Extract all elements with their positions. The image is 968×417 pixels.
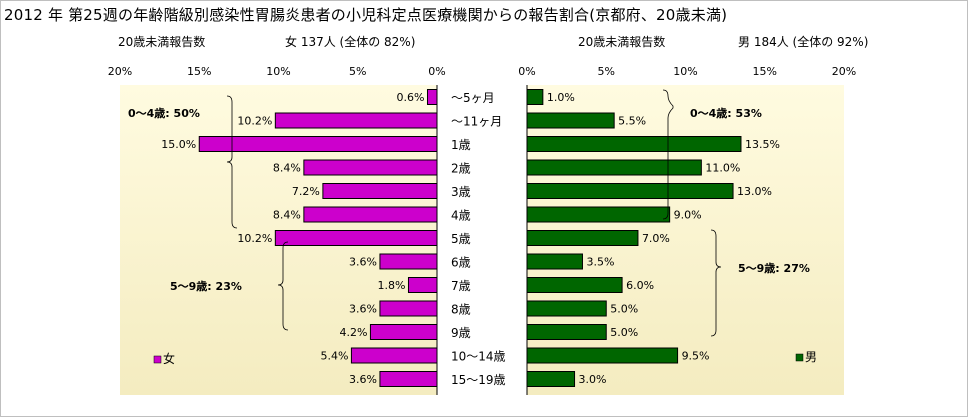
age-category-label: 7歳 [451,279,471,293]
male-bar-data-label: 13.5% [745,138,780,151]
male-bar [526,183,734,199]
female-x-tick-label: 20% [108,65,132,78]
female-bar [303,159,438,176]
female-bar-data-label: 15.0% [161,138,196,151]
age-category-label: 6歳 [451,256,471,270]
female-bar-data-label: 5.4% [320,350,348,363]
male-bar-data-label: 3.0% [579,373,607,386]
male-bar [526,253,583,270]
male-bar [526,347,679,364]
female-x-tick-label: 0% [428,65,445,78]
male-bar [526,277,623,293]
male-x-tick-label: 20% [832,65,856,78]
male-bracket-0-4 [662,89,674,220]
female-bar-data-label: 10.2% [237,232,272,245]
male-bar [526,112,615,129]
male-bar [526,324,607,340]
male-bar-data-label: 11.0% [705,162,740,175]
age-category-label: 9歳 [451,326,471,340]
male-legend-swatch [795,353,804,362]
female-bar-data-label: 1.8% [378,279,406,292]
male-group-5-9-label: 5～9歳: 27% [738,261,810,275]
male-bar-data-label: 7.0% [642,232,670,245]
male-bar [526,89,544,105]
female-bar [426,89,438,105]
age-category-label: ～11ヶ月 [451,115,502,129]
female-bar [322,183,438,199]
age-category-label: 15～19歳 [451,373,506,387]
female-bar-data-label: 8.4% [273,209,301,222]
female-bar-data-label: 0.6% [397,91,425,104]
male-bar-data-label: 5.5% [618,115,646,128]
male-bar [526,159,702,176]
age-category-label: 4歳 [451,209,471,223]
female-bar [350,347,438,364]
male-group-0-4-label: 0～4歳: 53% [690,106,762,120]
male-bar-data-label: 13.0% [737,185,772,198]
male-bar-data-label: 6.0% [626,279,654,292]
male-bar-data-label: 5.0% [610,303,638,316]
female-x-tick-label: 10% [266,65,290,78]
female-bracket-0-4 [226,95,238,229]
male-count-label: 20歳未満報告数 [578,35,666,49]
male-bar [526,230,639,246]
female-bar [407,277,438,293]
female-bar [274,112,438,129]
female-bar [274,230,438,246]
age-category-label: 1歳 [451,138,471,152]
male-bar-data-label: 9.0% [674,209,702,222]
female-bar-data-label: 8.4% [273,162,301,175]
male-bar [526,371,576,387]
age-category-label: 10～14歳 [451,350,506,364]
male-x-tick-label: 0% [518,65,535,78]
male-bar-data-label: 3.5% [586,256,614,269]
male-bar-data-label: 9.5% [682,350,710,363]
female-bracket-5-9 [277,241,289,331]
female-x-tick-label: 5% [349,65,366,78]
age-category-label: 8歳 [451,303,471,317]
female-legend-swatch [153,355,162,364]
female-bar [303,206,438,223]
male-bar-data-label: 5.0% [610,326,638,339]
age-category-label: 3歳 [451,185,471,199]
chart-title: 2012 年 第25週の年齢階級別感染性胃腸炎患者の小児科定点医療機関からの報告… [4,6,728,24]
female-count-summary: 女 137人 (全体の 82%) [285,35,416,49]
female-bar [198,136,438,152]
male-bar-data-label: 1.0% [547,91,575,104]
female-count-label: 20歳未満報告数 [118,35,206,49]
female-bar [369,324,438,340]
female-bar-data-label: 3.6% [349,303,377,316]
age-category-label: 2歳 [451,162,471,176]
male-count-summary: 男 184人 (全体の 92%) [738,35,869,49]
male-x-tick-label: 15% [753,65,777,78]
female-bar [379,371,438,387]
male-bracket-5-9 [710,229,722,337]
female-group-0-4-label: 0～4歳: 50% [128,106,200,120]
female-bar-data-label: 10.2% [237,115,272,128]
female-bar [379,253,438,270]
female-bar-data-label: 7.2% [292,185,320,198]
female-x-tick-label: 15% [187,65,211,78]
female-group-5-9-label: 5～9歳: 23% [170,279,242,293]
male-x-tick-label: 10% [673,65,697,78]
female-bar-data-label: 3.6% [349,373,377,386]
female-bar [379,300,438,317]
male-bar [526,300,607,317]
male-bar [526,136,742,152]
female-legend-label: 女 [163,351,175,366]
female-bar-data-label: 3.6% [349,256,377,269]
female-bar-data-label: 4.2% [339,326,367,339]
male-bar [526,206,671,223]
male-legend-label: 男 [805,350,817,364]
age-category-label: 5歳 [451,232,471,246]
male-x-tick-label: 5% [598,65,615,78]
age-category-label: ～5ヶ月 [451,91,495,105]
